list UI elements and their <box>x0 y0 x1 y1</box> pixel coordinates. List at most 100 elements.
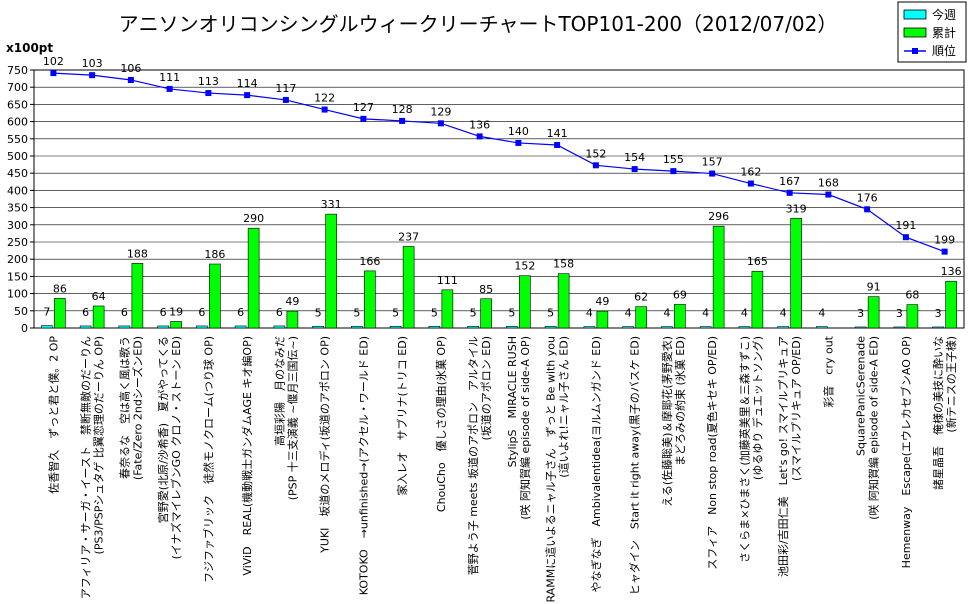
category-label: 家入レオ サブリナ(トリコ ED) <box>395 336 409 496</box>
bar-cumulative <box>364 270 376 329</box>
legend: 今週 累計 順位 <box>897 1 967 63</box>
rank-marker <box>360 115 367 122</box>
data-label-this-week: 5 <box>470 306 477 319</box>
data-label-cumulative: 136 <box>941 265 962 278</box>
data-label-rank: 122 <box>314 92 335 105</box>
bar-this-week <box>41 325 53 329</box>
bar-cumulative <box>674 303 686 329</box>
bar-this-week <box>79 325 92 329</box>
data-label-this-week: 5 <box>315 306 322 319</box>
rank-marker <box>89 72 96 79</box>
category-label: さくらま×ひまさく(加藤英美里＆三森すずこ) (ゆるゆり デュエットソング) <box>737 336 764 563</box>
legend-marker-rank <box>912 48 918 54</box>
y-tick-label: 700 <box>7 81 28 94</box>
rank-marker <box>592 162 599 169</box>
bar-this-week <box>699 326 712 329</box>
legend-label-this-week: 今週 <box>932 7 956 22</box>
bar-cumulative <box>519 275 531 329</box>
y-tick-label: 400 <box>7 184 28 197</box>
category-label-line: 春奈るな 空は高く風は歌う <box>117 336 131 479</box>
rank-marker <box>864 206 871 213</box>
legend-swatch-cumulative <box>903 27 927 38</box>
category-label-line: 高垣彩陽 月のなみだ <box>272 336 286 446</box>
rank-marker <box>321 106 328 113</box>
data-label-rank: 168 <box>818 177 839 190</box>
data-label-cumulative: 86 <box>53 282 67 295</box>
data-label-this-week: 6 <box>237 306 244 319</box>
data-label-this-week: 5 <box>547 306 554 319</box>
data-label-this-week: 7 <box>43 306 50 319</box>
plot-area <box>33 69 965 329</box>
data-label-cumulative: 111 <box>437 274 458 287</box>
bar-cumulative <box>945 280 957 329</box>
data-label-cumulative: 49 <box>595 295 609 308</box>
category-label-line: フジファブリック 徒然モノクローム(つり球 OP) <box>201 336 215 583</box>
bar-this-week <box>854 326 867 329</box>
category-label-line: アフィリア・サーガ・イースト 禁断無敵のだーりん <box>79 336 93 599</box>
bar-cumulative <box>92 305 105 329</box>
bar-this-week <box>506 325 518 329</box>
category-label: スフィア Non stop road(夏色キセキ OP/ED) <box>705 336 719 570</box>
rank-marker <box>902 234 909 241</box>
category-label-line: KOTOKO →unfinished→(アクセル・ワールド ED) <box>357 336 370 595</box>
bar-this-week <box>544 325 557 329</box>
bar-cumulative <box>247 227 260 329</box>
data-label-rank: 167 <box>779 175 800 188</box>
category-label: ViViD REAL(機動戦士ガンダムAGE キオ編OP) <box>240 336 254 576</box>
data-label-rank: 102 <box>43 55 64 68</box>
rank-marker <box>399 117 406 124</box>
category-label: やなぎなぎ Ambivalentidea(ヨルムンガンド ED) <box>589 336 603 592</box>
series-this-week: 7 6 6 6 6 6 6 5 5 5 5 5 5 5 4 4 4 4 4 4 4 3 3 3 <box>41 306 944 329</box>
category-label-line: RAMMに這いよるニャル子さん ずっと Be with you <box>544 336 558 603</box>
rank-marker <box>941 248 948 255</box>
data-label-this-week: 4 <box>741 307 748 320</box>
y-tick-label: 50 <box>14 305 28 318</box>
category-label: フジファブリック 徒然モノクローム(つり球 OP) <box>201 336 215 583</box>
data-label-this-week: 3 <box>896 307 903 320</box>
data-label-cumulative: 152 <box>514 260 535 273</box>
category-label: Hemenway Escape(エウレカセブンAO OP) <box>899 336 913 568</box>
data-label-this-week: 6 <box>121 306 128 319</box>
y-tick-label: 0 <box>21 322 28 335</box>
bar-this-week <box>157 325 169 329</box>
y-tick-label: 150 <box>7 270 28 283</box>
bar-cumulative <box>441 289 454 329</box>
data-label-rank: 152 <box>585 147 606 160</box>
data-label-this-week: 4 <box>625 307 632 320</box>
data-label-rank: 162 <box>740 166 761 179</box>
rank-marker <box>166 85 173 92</box>
data-label-cumulative: 166 <box>359 255 380 268</box>
category-label-line: やなぎなぎ Ambivalentidea(ヨルムンガンド ED) <box>589 336 603 592</box>
category-label-line: (坂道のアポロン ED) <box>479 336 493 441</box>
category-label: RAMMに這いよるニャル子さん ずっと Be with you (這いよれ!ニャル… <box>544 336 571 603</box>
category-label: 宮野愛(北原/沙希香) 夏がやってくる (イナズマイレブンGO クロノ・ストーン … <box>156 336 183 559</box>
category-label: アフィリア・サーガ・イースト 禁断無敵のだーりん (PS3/PSPシュタゲ 比翼恋… <box>79 336 106 599</box>
category-label-line: StylipS MIRACLE RUSH <box>506 336 519 467</box>
data-label-this-week: 5 <box>392 306 399 319</box>
bar-cumulative <box>596 310 609 329</box>
bar-this-week <box>816 326 828 329</box>
data-label-rank: 128 <box>392 103 413 116</box>
bar-cumulative <box>790 217 802 329</box>
data-label-this-week: 4 <box>702 307 709 320</box>
category-label-line: (咲 阿知賀編 episode of side-A ED) <box>867 336 881 520</box>
data-label-cumulative: 290 <box>243 212 264 225</box>
legend-label-cumulative: 累計 <box>932 25 956 40</box>
bar-this-week <box>893 326 906 329</box>
rank-marker <box>670 168 677 175</box>
data-label-cumulative: 319 <box>786 202 807 215</box>
category-label-line: さくらま×ひまさく(加藤英美里＆三森すずこ) <box>737 336 751 563</box>
rank-marker <box>476 133 483 140</box>
rank-marker <box>437 120 444 127</box>
category-label: 諸星晶吾 俺様の美技に酔いな (新テニスの王子様) <box>931 336 958 490</box>
bar-this-week <box>738 326 751 329</box>
bar-this-week <box>583 326 596 329</box>
bar-cumulative <box>54 298 66 329</box>
category-label: StylipS MIRACLE RUSH (咲 阿知賀編 episode of s… <box>506 336 532 520</box>
bar-cumulative <box>480 298 492 329</box>
y-tick-label: 500 <box>7 150 28 163</box>
bar-cumulative <box>131 263 144 329</box>
category-label-line: ヒャダイン Start it right away(黒子のバスケ ED) <box>628 336 642 595</box>
data-label-this-week: 3 <box>935 307 942 320</box>
bar-cumulative <box>286 310 299 329</box>
